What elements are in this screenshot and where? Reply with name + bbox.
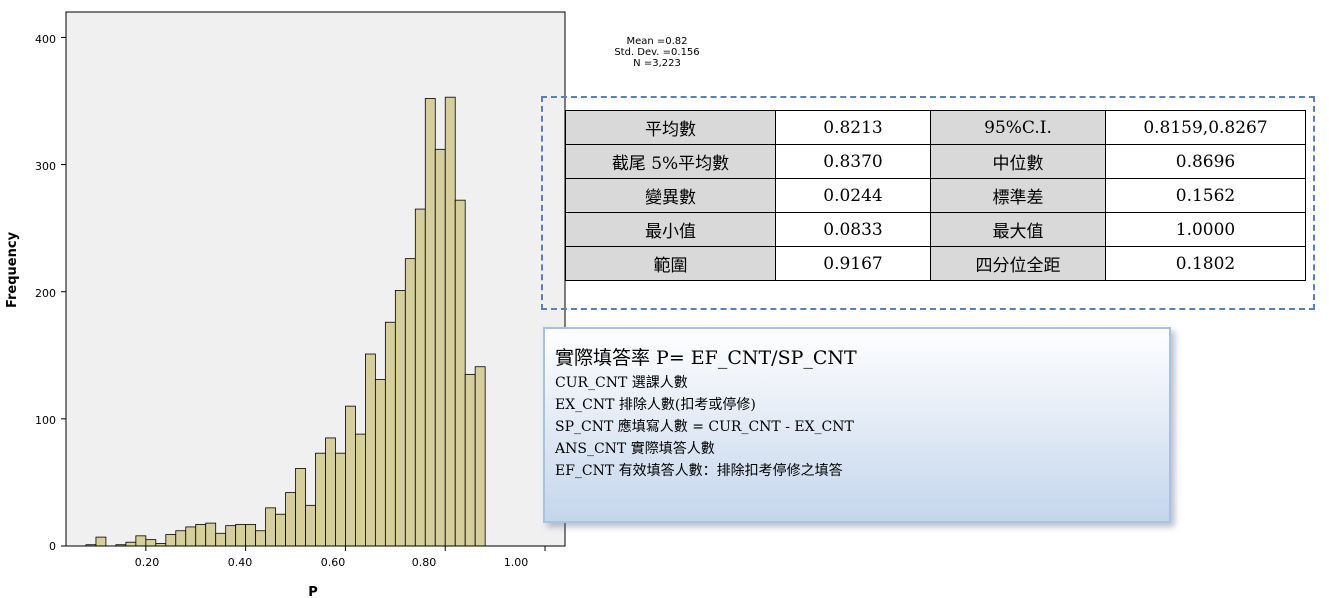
table-cell: 最大值: [930, 212, 1106, 247]
histogram-bar: [345, 405, 356, 547]
note-line: EF_CNT 有效填答人數：排除扣考停修之填答: [555, 463, 843, 479]
histogram-bar: [454, 199, 466, 547]
table-cell: 0.1562: [1105, 178, 1306, 213]
x-tick-label: 0.40: [228, 556, 253, 569]
table-cell: 0.0244: [775, 178, 931, 213]
table-cell: 0.8213: [775, 110, 931, 145]
mean-label: Mean =0.82: [626, 36, 688, 47]
note-title: 實際填答率 P= EF_CNT/SP_CNT: [555, 347, 857, 369]
table-cell: 中位數: [930, 144, 1106, 179]
histogram-bar: [295, 468, 306, 547]
table-cell: 0.8696: [1105, 144, 1306, 179]
x-tick-label: 1.00: [504, 556, 529, 569]
histogram-bar: [285, 492, 296, 547]
histogram-bar: [374, 379, 386, 547]
histogram-bar: [444, 96, 456, 547]
x-tick-label: 0.20: [135, 556, 160, 569]
y-tick-label: 0: [49, 540, 56, 553]
table-cell: 1.0000: [1105, 212, 1306, 247]
y-tick-label: 100: [35, 414, 56, 427]
histogram-bar: [364, 353, 376, 547]
x-axis-title: P: [308, 585, 318, 598]
histogram-bar: [384, 321, 396, 547]
table-cell: 標準差: [930, 178, 1106, 213]
x-axis: 0.20 0.40 0.60 0.80 1.00 P: [66, 545, 565, 598]
histogram-bar: [185, 526, 197, 547]
statistics-table: 平均數 0.8213 95%C.I. 0.8159,0.8267 截尾 5%平均…: [565, 110, 1306, 281]
table-row: 最小值 0.0833 最大值 1.0000: [565, 212, 1306, 247]
histogram-bar: [255, 530, 266, 547]
definitions-note-box: [543, 327, 1171, 523]
y-axis: 0 100 200 300 400 Frequency: [5, 33, 66, 553]
histogram-bar: [145, 539, 157, 547]
histogram-bar: [215, 532, 227, 547]
histogram-bar: [325, 437, 336, 547]
note-line: SP_CNT 應填寫人數 = CUR_CNT - EX_CNT: [555, 419, 854, 435]
table-row: 截尾 5%平均數 0.8370 中位數 0.8696: [565, 144, 1306, 179]
x-tick-label: 0.80: [412, 556, 437, 569]
histogram-bar: [464, 373, 476, 547]
y-tick-label: 400: [35, 33, 56, 46]
table-row: 平均數 0.8213 95%C.I. 0.8159,0.8267: [565, 110, 1306, 145]
table-cell: 變異數: [565, 178, 776, 213]
definitions-note: 實際填答率 P= EF_CNT/SP_CNT CUR_CNT 選課人數 EX_C…: [555, 344, 857, 482]
y-tick-label: 300: [35, 160, 56, 173]
histogram-bar: [125, 541, 137, 547]
histogram-bar: [225, 525, 237, 547]
note-line: CUR_CNT 選課人數: [555, 375, 688, 391]
table-cell: 0.0833: [775, 212, 931, 247]
histogram-bar: [195, 523, 207, 547]
histogram-bar: [474, 366, 486, 547]
histogram-summary: Mean =0.82 Std. Dev. =0.156 N =3,223: [592, 36, 722, 69]
histogram-bar: [335, 452, 346, 547]
histogram-bar: [394, 290, 406, 547]
histogram-bar: [315, 452, 326, 547]
histogram-bar: [235, 523, 247, 547]
table-cell: 範圍: [565, 246, 776, 281]
std-dev-label: Std. Dev. =0.156: [614, 47, 700, 58]
table-cell: 平均數: [565, 110, 776, 145]
histogram-bar: [95, 536, 107, 547]
note-line: EX_CNT 排除人數(扣考或停修): [555, 397, 756, 413]
n-label: N =3,223: [633, 58, 681, 69]
histogram-bar: [434, 148, 446, 547]
table-row: 變異數 0.0244 標準差 0.1562: [565, 178, 1306, 213]
histogram-bar: [305, 504, 316, 547]
histogram-bar: [245, 523, 257, 547]
table-cell: 最小值: [565, 212, 776, 247]
table-cell: 0.9167: [775, 246, 931, 281]
table-cell: 0.8159,0.8267: [1105, 110, 1306, 145]
y-axis-title: Frequency: [5, 231, 20, 308]
table-row: 範圍 0.9167 四分位全距 0.1802: [565, 246, 1306, 281]
note-line: ANS_CNT 實際填答人數: [555, 441, 715, 457]
stats-table-frame: [541, 96, 1315, 310]
histogram-bar: [205, 522, 217, 547]
y-tick-label: 200: [35, 287, 56, 300]
histogram-chart: 0.20 0.40 0.60 0.80 1.00 P 0 100 200 300…: [5, 11, 566, 598]
histogram-bar: [175, 530, 187, 547]
table-cell: 95%C.I.: [930, 110, 1106, 145]
table-cell: 0.8370: [775, 144, 931, 179]
histogram-bar: [355, 433, 366, 547]
histogram-bar: [165, 534, 177, 547]
histogram-bar: [404, 258, 416, 547]
x-tick-label: 0.60: [321, 556, 346, 569]
table-cell: 截尾 5%平均數: [565, 144, 776, 179]
histogram-bars: [85, 96, 486, 547]
table-cell: 四分位全距: [930, 246, 1106, 281]
histogram-bar: [135, 535, 147, 547]
table-cell: 0.1802: [1105, 246, 1306, 281]
histogram-bar: [424, 98, 436, 547]
histogram-bar: [265, 507, 276, 547]
histogram-bar: [414, 208, 426, 547]
histogram-bar: [275, 513, 286, 547]
